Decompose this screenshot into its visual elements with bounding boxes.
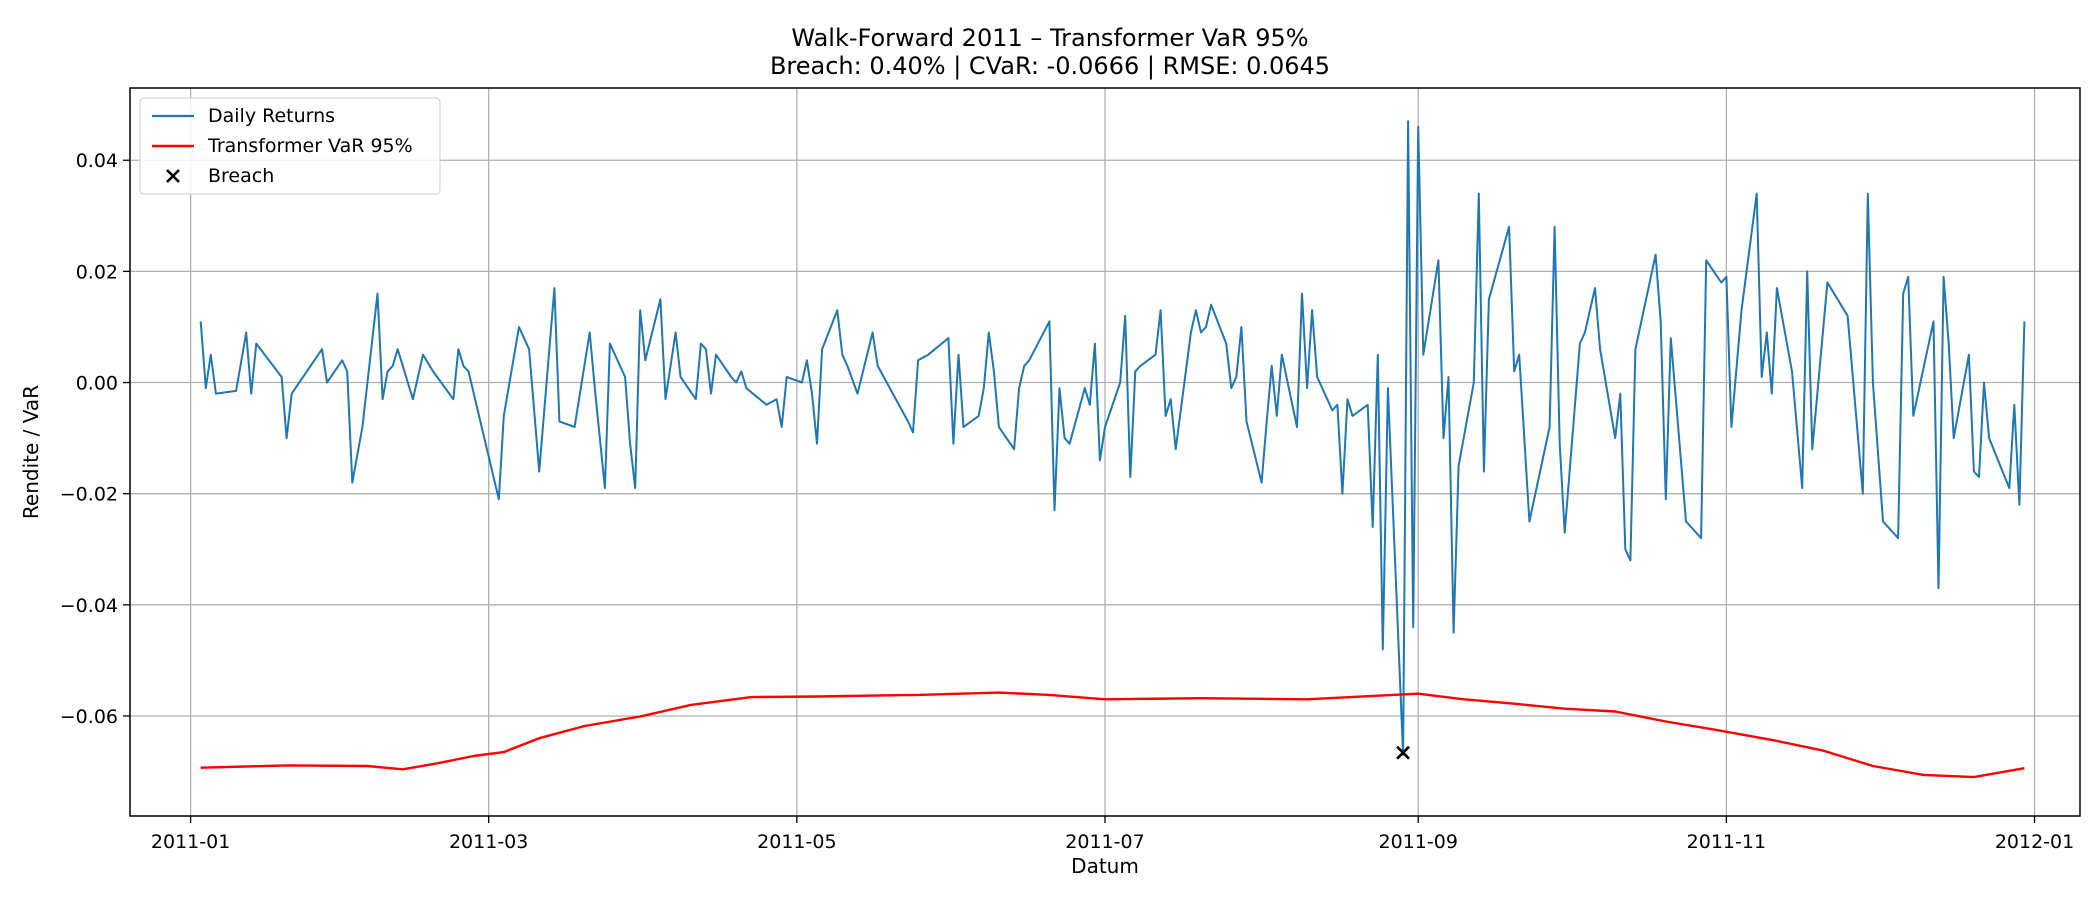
series-layer <box>199 120 2026 779</box>
grid <box>130 88 2080 816</box>
y-axis: 0.04 0.02 0.00 −0.02 −0.04 −0.06 <box>60 150 130 728</box>
x-tick-label: 2011-01 <box>151 831 230 853</box>
daily-returns-line <box>199 120 2026 756</box>
legend-label-daily-returns: Daily Returns <box>208 105 335 127</box>
breach-marker-stroke <box>1396 745 1410 760</box>
breach-marker-stroke <box>166 169 180 183</box>
y-tick-label: 0.00 <box>76 373 118 395</box>
var-line <box>200 691 2025 779</box>
chart-title: Walk-Forward 2011 – Transformer VaR 95% <box>791 24 1308 52</box>
legend-label-var: Transformer VaR 95% <box>207 135 413 157</box>
x-axis-label: Datum <box>1071 854 1139 878</box>
legend-breach-x <box>166 169 180 183</box>
legend-box <box>139 97 441 195</box>
legend: Daily Returns Transformer VaR 95% Breach <box>139 97 441 195</box>
y-axis-label: Rendite / VaR <box>19 385 43 519</box>
y-tick-label: 0.02 <box>76 261 118 283</box>
x-tick-label: 2011-03 <box>449 831 528 853</box>
x-tick-label: 2011-05 <box>757 831 836 853</box>
y-tick-label: 0.04 <box>76 150 118 172</box>
breach-marker <box>1396 745 1410 760</box>
x-axis: 2011-01 2011-03 2011-05 2011-07 2011-09 2011-… <box>151 816 2074 853</box>
y-tick-label: −0.04 <box>60 595 118 617</box>
x-tick-label: 2011-09 <box>1379 831 1458 853</box>
x-tick-label: 2011-07 <box>1065 831 1144 853</box>
y-tick-label: −0.02 <box>60 484 118 506</box>
chart-subtitle: Breach: 0.40% | CVaR: -0.0666 | RMSE: 0.… <box>770 52 1330 80</box>
legend-marker-breach <box>166 169 180 183</box>
x-tick-label: 2011-11 <box>1687 831 1766 853</box>
y-tick-label: −0.06 <box>60 706 118 728</box>
x-tick-label: 2012-01 <box>1995 831 2074 853</box>
legend-label-breach: Breach <box>208 165 274 187</box>
